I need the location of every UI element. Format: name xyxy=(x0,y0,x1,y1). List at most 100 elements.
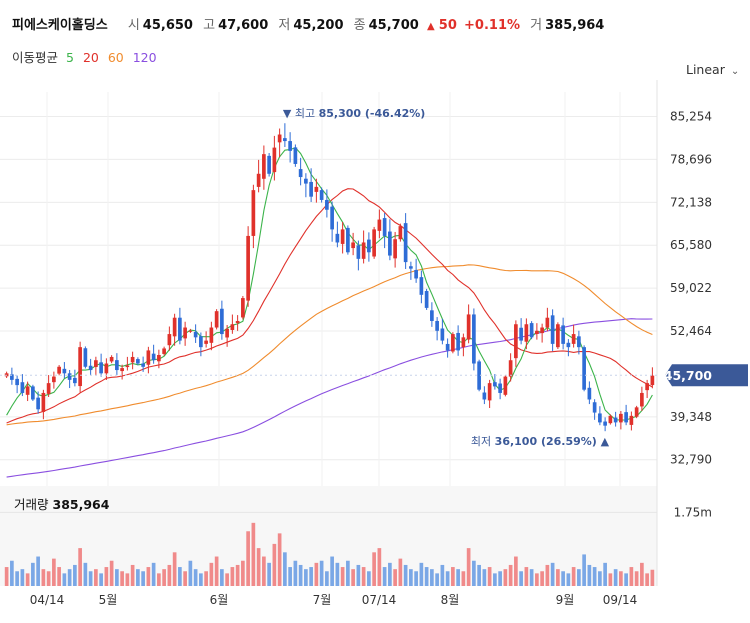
candle-body xyxy=(57,366,61,374)
volume-bar xyxy=(629,567,634,586)
candle-body xyxy=(188,330,193,332)
low-label: 저 xyxy=(278,18,291,33)
volume-bar xyxy=(393,569,397,586)
candle-body xyxy=(62,368,67,374)
low-label: 최저 xyxy=(471,435,495,448)
candle-body xyxy=(587,387,592,400)
stock-name: 피에스케이홀딩스 xyxy=(12,18,108,33)
volume-bar xyxy=(46,571,51,586)
volume-bar xyxy=(115,569,119,586)
volume-bar xyxy=(256,548,261,586)
candle-body xyxy=(346,227,350,253)
candle-body xyxy=(598,413,602,423)
volume-bar xyxy=(162,569,166,586)
volume-bar xyxy=(340,567,345,586)
candle-body xyxy=(109,356,114,362)
ma-60-label[interactable]: 60 xyxy=(107,50,124,65)
candle-body xyxy=(52,376,56,383)
candle-body xyxy=(351,242,355,249)
volume-bar xyxy=(36,556,40,586)
volume-bar xyxy=(230,567,235,586)
candle-body xyxy=(272,147,277,173)
candle-body xyxy=(356,245,361,259)
candle-body xyxy=(388,231,392,256)
ma-20-line xyxy=(6,188,653,424)
volume-bar xyxy=(225,573,229,586)
ma-5-line xyxy=(6,146,653,421)
volume-bar xyxy=(456,569,460,586)
candle-body xyxy=(403,223,408,263)
volume-bar xyxy=(419,562,424,586)
candle-body xyxy=(267,155,271,174)
candle-body xyxy=(146,350,151,365)
y-tick-label: 72,138 xyxy=(670,195,712,209)
ma-120-label[interactable]: 120 xyxy=(132,50,157,65)
y-tick-label: 32,790 xyxy=(670,453,712,467)
x-tick-label: 9월 xyxy=(556,593,575,607)
close-value: 45,700 xyxy=(368,18,419,33)
volume-bar xyxy=(409,569,413,586)
ma-legend-label: 이동평균 xyxy=(12,50,59,65)
volume-bar xyxy=(73,564,77,586)
volume-bar xyxy=(487,567,492,586)
volume-bar xyxy=(346,560,350,586)
volume-bar xyxy=(25,573,30,586)
scale-toggle-button[interactable]: Linear ⌄ xyxy=(686,62,739,77)
volume-bar xyxy=(67,569,72,586)
candle-body xyxy=(172,317,177,337)
scale-label: Linear xyxy=(686,62,725,77)
candle-body xyxy=(262,154,266,179)
candle-body xyxy=(503,376,508,395)
open-value: 45,650 xyxy=(142,18,193,33)
ma-5-label[interactable]: 5 xyxy=(66,50,74,65)
volume-bar xyxy=(435,573,439,586)
ma-20-label[interactable]: 20 xyxy=(82,50,99,65)
candle-body xyxy=(456,332,460,351)
y-tick-label: 52,464 xyxy=(670,324,712,338)
volume-bar xyxy=(624,573,628,586)
y-tick-label: 65,580 xyxy=(670,238,712,252)
volume-bar xyxy=(120,571,124,586)
ma-120-line xyxy=(6,318,653,478)
volume-bar xyxy=(592,567,597,586)
candle-body xyxy=(304,178,308,184)
volume-bar xyxy=(4,567,9,586)
high-label: 고 xyxy=(203,18,216,33)
current-price-label: 45,700 xyxy=(664,368,713,383)
candle-body xyxy=(650,375,655,386)
candle-body xyxy=(83,348,88,367)
volume-bar xyxy=(178,567,182,586)
candle-body xyxy=(645,383,649,391)
volume-bar xyxy=(209,562,214,586)
candle-body xyxy=(41,392,46,412)
candle-body xyxy=(230,324,235,330)
volume-bar xyxy=(151,562,156,586)
x-tick-label: 09/14 xyxy=(603,593,638,607)
volume-bar xyxy=(587,564,592,586)
high-value: 85,300 (-46.42%) xyxy=(319,107,426,120)
candle-body xyxy=(78,347,82,387)
candle-body xyxy=(162,348,166,354)
volume-bar xyxy=(109,560,114,586)
candle-body xyxy=(340,229,345,244)
volume-bar xyxy=(167,564,172,586)
candle-body xyxy=(225,328,229,338)
volume-bar xyxy=(267,562,271,586)
annotations: ▼ 최고 85,300 (-46.42%) 최저 36,100 (26.59%) … xyxy=(283,107,610,448)
volume-bar xyxy=(482,569,487,586)
candle-body xyxy=(115,360,119,371)
change-value: 50 xyxy=(438,18,457,33)
candle-body xyxy=(493,382,497,387)
volume-bar xyxy=(403,564,408,586)
volume-bar xyxy=(241,560,245,586)
volume-bar xyxy=(619,571,623,586)
candle-body xyxy=(314,186,319,192)
candle-body xyxy=(183,327,187,339)
candle-body xyxy=(256,173,261,187)
candle-body xyxy=(466,314,471,340)
change-arrow-icon: ▲ xyxy=(426,21,435,32)
volume-bar xyxy=(556,569,560,586)
candle-body xyxy=(130,356,135,363)
candle-body xyxy=(613,417,618,423)
